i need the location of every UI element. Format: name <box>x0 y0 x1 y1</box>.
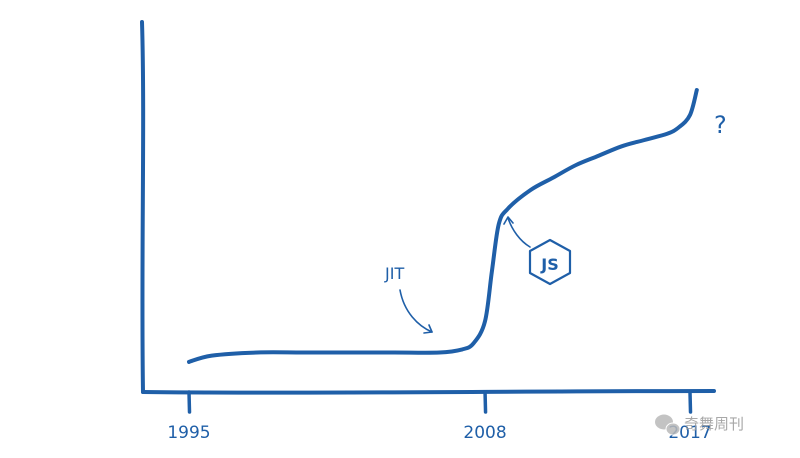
x-tick-mark <box>688 390 693 414</box>
annotation-question: ? <box>714 111 727 139</box>
wechat-logo-icon <box>655 414 681 436</box>
watermark-text: 奇舞周刊 <box>684 415 744 433</box>
x-tick-mark <box>187 390 192 414</box>
y-axis <box>140 20 146 394</box>
axes <box>140 20 716 395</box>
x-axis <box>141 389 716 395</box>
series-layer <box>187 88 699 364</box>
arrow-jit <box>399 289 433 333</box>
x-tick-mark <box>483 390 488 414</box>
arrow-js <box>507 217 531 248</box>
annotation-js: JS <box>540 255 558 274</box>
x-tick-label: 2008 <box>463 423 506 443</box>
arrow-jit-head <box>423 324 433 334</box>
nodejs-hexagon-icon: JS <box>528 238 572 286</box>
annotation-jit: JIT <box>384 264 404 283</box>
x-ticks: 1995 2008 2017 <box>167 390 712 443</box>
series-line <box>187 88 699 364</box>
arrow-js-head <box>503 216 514 225</box>
x-tick-label: 1995 <box>167 423 210 443</box>
watermark: 奇舞周刊 <box>655 414 744 436</box>
